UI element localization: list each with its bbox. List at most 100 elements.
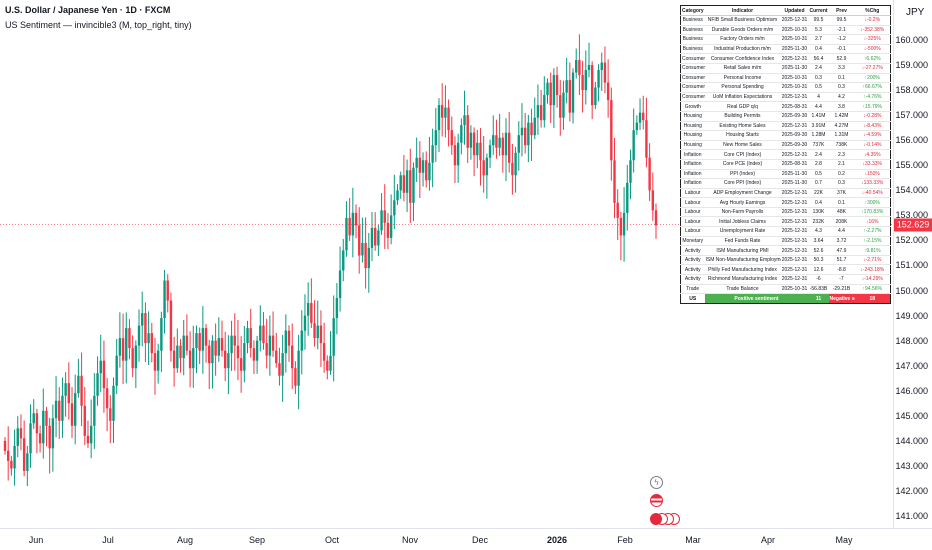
candle-body: [252, 348, 256, 361]
table-cell: Core PCE (Index): [704, 159, 781, 170]
column-header: %Chg: [854, 5, 891, 16]
price-axis-label: 144.000: [895, 435, 928, 446]
candle-body: [217, 338, 221, 356]
table-cell: Housing: [680, 130, 705, 141]
table-cell: Inflation: [680, 149, 705, 160]
candle-body: [67, 383, 71, 404]
candle-up: [64, 372, 67, 417]
candle-up: [389, 194, 393, 245]
table-cell: ↓-2.71%: [854, 255, 891, 266]
candle-down: [150, 322, 153, 363]
candle-body: [233, 335, 236, 346]
table-cell: 0.1: [828, 73, 855, 84]
table-cell: 5.3: [808, 25, 829, 36]
candle-body: [125, 328, 128, 361]
candle-up: [29, 404, 32, 468]
table-row: Business Industrial Production m/m 2025-11…: [680, 44, 891, 55]
table-cell: Labour: [680, 207, 705, 218]
table-cell: Business: [680, 34, 705, 45]
currency-label[interactable]: JPY: [906, 7, 925, 18]
candle-body: [54, 400, 58, 419]
candle-up: [176, 328, 179, 373]
candle-body: [102, 360, 106, 389]
candle-body: [281, 353, 284, 376]
candle-down: [278, 347, 281, 386]
candle-up: [517, 121, 520, 171]
candle-body: [342, 250, 345, 271]
candle-body: [332, 318, 335, 356]
candle-body: [192, 348, 195, 369]
candle-up: [428, 136, 431, 191]
candle-body: [6, 450, 10, 461]
candle-body: [367, 247, 370, 268]
candle-down: [402, 155, 406, 202]
time-axis-label: 2026: [546, 535, 568, 545]
table-cell: 2025-12-31: [780, 92, 809, 103]
candle-up: [156, 343, 160, 384]
table-cell: ISM Non-Manufacturing Employment: [704, 255, 781, 266]
candle-down: [651, 172, 655, 221]
candle-body: [536, 105, 540, 118]
table-cell: 48K: [828, 207, 855, 218]
candle-up: [54, 376, 58, 438]
candle-down: [262, 312, 265, 350]
table-cell: 2025-08-31: [780, 101, 809, 112]
table-cell: Consumer: [680, 63, 705, 74]
candle-body: [482, 160, 485, 176]
price-axis[interactable]: JPY 160.000 159.000 158.000 157.000 156.000 1…: [893, 0, 932, 528]
candle-body: [83, 405, 86, 436]
candle-body: [428, 162, 431, 181]
candle-up: [536, 84, 540, 135]
candle-body: [64, 383, 67, 396]
candle-up: [533, 97, 536, 140]
candle-body: [380, 210, 383, 231]
time-axis-label: Jun: [28, 535, 44, 545]
table-cell: 3.3: [828, 63, 855, 74]
candle-down: [555, 66, 559, 108]
column-header: Updated: [780, 5, 809, 16]
candle-down: [603, 46, 607, 94]
economic-events-group-icon[interactable]: [650, 512, 684, 526]
candle-body: [418, 157, 422, 173]
us-flag-event-icon[interactable]: [650, 494, 663, 507]
candle-body: [150, 333, 153, 354]
table-cell: Housing: [680, 121, 705, 132]
summary-country-label: US: [689, 295, 697, 302]
price-axis-label: 143.000: [895, 460, 928, 471]
table-cell: ↓133.33%: [854, 178, 891, 189]
time-axis[interactable]: Jun Jul Aug Sep Oct Nov Dec 2026 Feb Mar Apr May: [0, 528, 932, 550]
table-cell: 52.6: [808, 245, 829, 256]
candle-body: [638, 112, 642, 123]
table-cell: ↓-14.29%: [854, 274, 891, 285]
candle-up: [463, 90, 466, 145]
table-row: Labour Initial Jobless Claims 2025-12-31 23…: [680, 216, 891, 228]
candle-up: [338, 246, 342, 312]
candle-up: [26, 445, 29, 486]
candle-up: [297, 334, 300, 410]
table-cell: Labour: [680, 216, 705, 228]
candle-up: [460, 118, 463, 155]
table-cell: 99.5: [808, 15, 829, 26]
candle-body: [326, 360, 329, 371]
table-cell: 56.4: [808, 53, 829, 64]
lightning-event-icon[interactable]: ϟ: [650, 476, 663, 489]
table-cell: 4.2: [828, 92, 855, 103]
time-axis-label: May: [835, 535, 853, 545]
candle-up: [125, 312, 128, 384]
table-row: Activity ISM Manufacturing PMI 2025-12-31 5…: [680, 245, 891, 256]
candle-body: [115, 355, 118, 386]
candle-down: [185, 314, 189, 356]
candle-up: [112, 377, 115, 444]
candle-body: [121, 338, 125, 361]
candle-body: [425, 160, 428, 181]
price-axis-label: 153.000: [895, 210, 928, 221]
table-cell: Consumer: [680, 92, 705, 103]
table-row: Labour ADP Employment Change 2025-12-31 22K…: [680, 188, 891, 199]
candle-body: [492, 135, 495, 146]
candle-body: [405, 170, 409, 193]
candle-down: [654, 203, 658, 239]
candle-up: [546, 78, 549, 104]
candle-body: [3, 440, 7, 451]
candle-body: [447, 107, 450, 131]
indicator-legend[interactable]: US Sentiment — invincible3 (M, top_right…: [5, 20, 192, 30]
